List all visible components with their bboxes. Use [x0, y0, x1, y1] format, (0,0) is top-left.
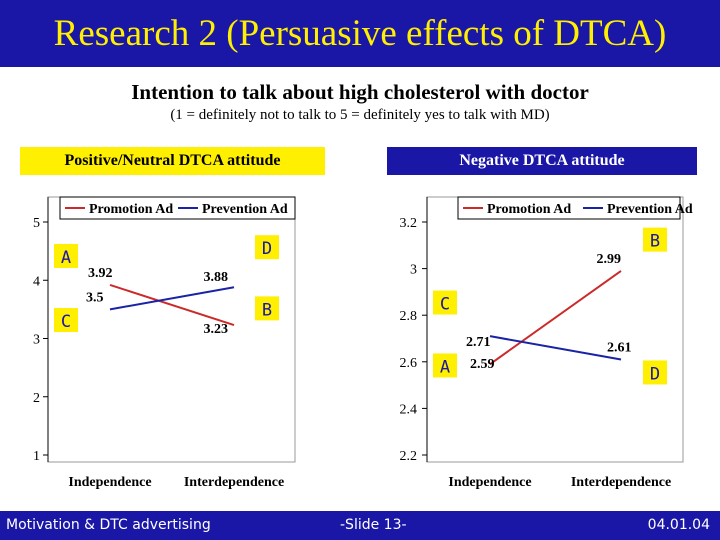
chart-positive: 1 2 3 4 5 Independence Interdependence Promotio… [33, 196, 296, 490]
group-label-negative: Negative DTCA attitude [387, 147, 697, 175]
plot-area [47, 196, 296, 463]
plot-area [426, 196, 684, 463]
quadrant-marker: D [643, 360, 667, 385]
series-line [489, 270, 622, 365]
quadrant-marker-letter: D [650, 364, 660, 384]
quadrant-marker-letter: B [262, 300, 272, 320]
quadrant-marker: C [433, 290, 457, 315]
quadrant-marker: C [54, 308, 78, 333]
legend-box [59, 196, 296, 220]
quadrant-marker-bg [433, 353, 457, 378]
x-tick-label: Independence [68, 475, 151, 490]
legend-entry: Promotion Ad [487, 202, 571, 217]
quadrant-marker-bg [54, 243, 78, 268]
x-tick-label: Interdependence [184, 475, 284, 490]
y-tick-label: 2.4 [400, 402, 418, 417]
series-line [109, 283, 235, 327]
quadrant-marker: A [54, 243, 78, 268]
quadrant-marker-bg [643, 227, 667, 252]
quadrant-marker-letter: C [61, 312, 71, 332]
y-tick-label: 5 [33, 216, 40, 231]
quadrant-marker-bg [54, 308, 78, 333]
data-label: 3.23 [204, 322, 229, 337]
group-label-positive: Positive/Neutral DTCA attitude [20, 147, 325, 175]
footer-course: Motivation & DTC advertising [6, 517, 211, 533]
data-label: 2.99 [597, 252, 622, 267]
chart-negative: 2.2 2.4 2.6 2.8 3 3.2 Independence Interdepende… [400, 196, 693, 490]
legend-entry: Prevention Ad [607, 202, 693, 217]
quadrant-marker-letter: A [440, 357, 450, 377]
quadrant-marker-letter: A [61, 248, 71, 268]
legend-entry: Prevention Ad [202, 202, 288, 217]
y-tick-label: 4 [33, 274, 40, 289]
quadrant-marker-letter: C [440, 295, 450, 315]
scale-note: (1 = definitely not to talk to 5 = defin… [170, 107, 550, 123]
quadrant-marker-bg [433, 290, 457, 315]
quadrant-marker-letter: B [650, 232, 660, 252]
quadrant-marker-letter: D [262, 239, 272, 259]
footer-date: 04.01.04 [647, 517, 710, 533]
data-label: 2.61 [607, 340, 632, 355]
legend: Promotion Ad Prevention Ad [457, 196, 693, 220]
quadrant-marker: B [255, 296, 279, 321]
slide-title: Research 2 (Persuasive effects of DTCA) [53, 13, 667, 54]
quadrant-marker-bg [643, 360, 667, 385]
legend: Promotion Ad Prevention Ad [59, 196, 296, 220]
y-tick-label: 2.8 [400, 309, 418, 324]
title-bar: Research 2 (Persuasive effects of DTCA) [0, 0, 720, 67]
x-tick-label: Interdependence [571, 475, 671, 490]
data-label: 3.88 [204, 270, 229, 285]
quadrant-marker: A [433, 353, 457, 378]
data-label: 3.92 [88, 266, 113, 281]
y-tick-label: 3 [410, 263, 417, 278]
quadrant-marker: B [643, 227, 667, 252]
y-tick-label: 2 [33, 391, 40, 406]
legend-box [457, 196, 681, 220]
data-label: 2.59 [470, 357, 495, 372]
y-tick-label: 1 [33, 449, 40, 464]
y-tick-label: 3.2 [400, 216, 418, 231]
data-label: 3.5 [86, 290, 104, 305]
y-tick-label: 3 [33, 333, 40, 348]
y-tick-label: 2.2 [400, 449, 418, 464]
chart-subtitle: Intention to talk about high cholesterol… [131, 80, 589, 104]
quadrant-marker: D [255, 235, 279, 260]
y-tick-label: 2.6 [400, 356, 418, 371]
x-tick-label: Independence [448, 475, 531, 490]
footer-slide-number: -Slide 13- [340, 517, 407, 533]
footer-bar: Motivation & DTC advertising -Slide 13- … [0, 511, 720, 540]
series-line [109, 286, 235, 311]
quadrant-marker-bg [255, 296, 279, 321]
data-label: 2.71 [466, 335, 491, 350]
series-line [489, 335, 622, 361]
quadrant-marker-bg [255, 235, 279, 260]
legend-entry: Promotion Ad [89, 202, 173, 217]
